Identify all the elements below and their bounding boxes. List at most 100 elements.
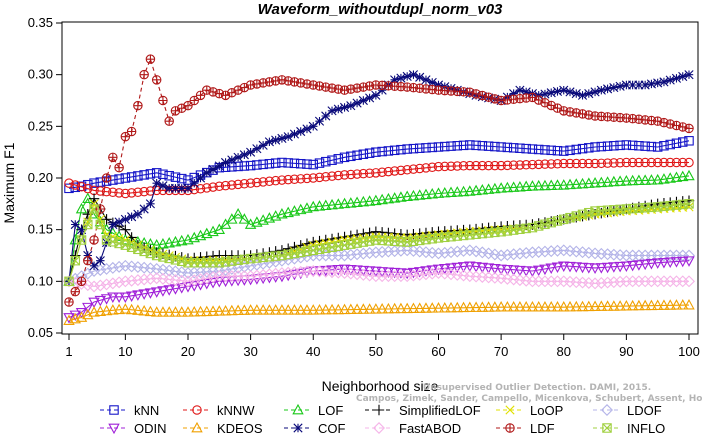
data-point-ldof <box>495 249 508 262</box>
data-point-knnw <box>220 180 231 191</box>
data-point-odin <box>357 265 370 277</box>
data-point-kdeos <box>507 301 520 312</box>
data-point-kdeos <box>207 305 219 316</box>
data-point-odin <box>63 313 75 324</box>
data-point-ldf <box>327 83 337 93</box>
data-point-odin <box>514 265 526 277</box>
data-point-knn <box>646 141 657 152</box>
data-point-knnw <box>264 176 275 187</box>
data-point-lof <box>608 175 620 187</box>
data-point-odin <box>75 307 88 319</box>
data-point-cof <box>120 214 130 224</box>
data-point-inflo <box>477 228 488 239</box>
data-point-knn <box>277 157 287 168</box>
data-point-lof <box>470 184 482 196</box>
legend-label-lof: LOF <box>318 403 343 418</box>
x-tick-label: 10 <box>118 344 132 359</box>
data-point-inflo <box>189 257 200 268</box>
data-point-ldf <box>521 93 531 103</box>
data-point-knnw <box>321 172 331 182</box>
data-point-kdeos <box>583 300 595 312</box>
data-point-lof <box>620 174 633 186</box>
data-point-kdeos <box>501 301 514 312</box>
data-point-knnw <box>133 187 143 198</box>
data-point-inflo <box>95 219 105 230</box>
data-point-lof <box>520 180 532 192</box>
legend-item-fastabod: FastABOD <box>365 421 461 434</box>
data-point-knnw <box>465 160 475 171</box>
data-point-ldf <box>283 76 293 86</box>
legend-label-inflo: INFLO <box>627 421 665 434</box>
data-point-lof <box>514 180 526 192</box>
data-point-kdeos <box>219 304 232 316</box>
data-point-inflo <box>515 224 525 235</box>
data-point-ldof <box>532 246 545 258</box>
data-point-ldof <box>507 248 520 261</box>
data-point-odin <box>664 257 676 269</box>
data-point-knn <box>89 178 99 188</box>
data-point-knn <box>145 169 156 179</box>
data-point-knnw <box>596 158 607 169</box>
data-point-kdeos <box>595 300 608 311</box>
data-point-kdeos <box>639 299 651 311</box>
data-point-ldof <box>351 248 364 261</box>
data-point-knnw <box>621 157 632 168</box>
data-point-kdeos <box>564 300 576 312</box>
data-point-knn <box>283 158 293 168</box>
data-point-odin <box>457 262 470 273</box>
data-point-inflo <box>677 199 688 210</box>
data-point-lof <box>633 174 645 186</box>
data-point-inflo <box>195 257 206 268</box>
data-point-lof <box>476 184 489 195</box>
data-point-kdeos <box>576 300 589 312</box>
data-point-knn <box>627 140 638 151</box>
data-point-cof <box>339 102 350 112</box>
data-point-inflo <box>596 205 607 216</box>
data-point-inflo <box>615 204 625 215</box>
data-point-kdeos <box>288 304 301 315</box>
data-point-knnw <box>477 160 488 171</box>
data-point-odin <box>88 297 100 309</box>
data-point-cof <box>552 86 563 97</box>
data-point-ldof <box>432 247 445 260</box>
data-point-cof <box>509 89 519 99</box>
series-kdeos <box>63 298 695 325</box>
data-point-knn <box>458 140 469 151</box>
data-point-lof <box>576 177 589 189</box>
data-point-kdeos <box>601 300 614 311</box>
data-point-knn <box>151 168 162 178</box>
data-point-inflo <box>408 236 419 246</box>
data-point-inflo <box>120 240 130 250</box>
data-point-knnw <box>527 159 538 170</box>
series-inflo <box>64 199 694 287</box>
y-tick-label: 0.15 <box>28 222 53 237</box>
data-point-inflo <box>70 256 80 266</box>
data-point-knn <box>352 150 362 161</box>
data-point-ldof <box>513 247 526 260</box>
data-point-odin <box>376 267 388 278</box>
data-point-cof <box>233 152 243 162</box>
data-point-knnw <box>540 159 550 169</box>
data-point-ldf <box>315 81 324 91</box>
data-point-knnw <box>339 170 350 180</box>
data-point-odin <box>608 262 620 273</box>
data-point-odin <box>163 285 175 296</box>
data-point-cof <box>377 85 387 95</box>
data-point-inflo <box>83 219 93 230</box>
data-point-ldof <box>225 262 238 275</box>
data-point-cof <box>214 161 224 171</box>
data-point-knnw <box>333 170 344 181</box>
x-tick-label: 20 <box>181 344 195 359</box>
data-point-inflo <box>389 236 400 246</box>
data-point-knnw <box>577 158 588 169</box>
data-point-inflo <box>133 244 143 254</box>
data-point-odin <box>176 283 188 294</box>
data-point-knnw <box>408 164 419 174</box>
data-point-odin <box>626 260 639 272</box>
legend-item-knn: kNN <box>100 403 159 418</box>
data-point-inflo <box>83 219 93 230</box>
data-point-kdeos <box>670 299 683 310</box>
data-point-knnw <box>652 157 663 168</box>
data-point-inflo <box>245 253 256 264</box>
